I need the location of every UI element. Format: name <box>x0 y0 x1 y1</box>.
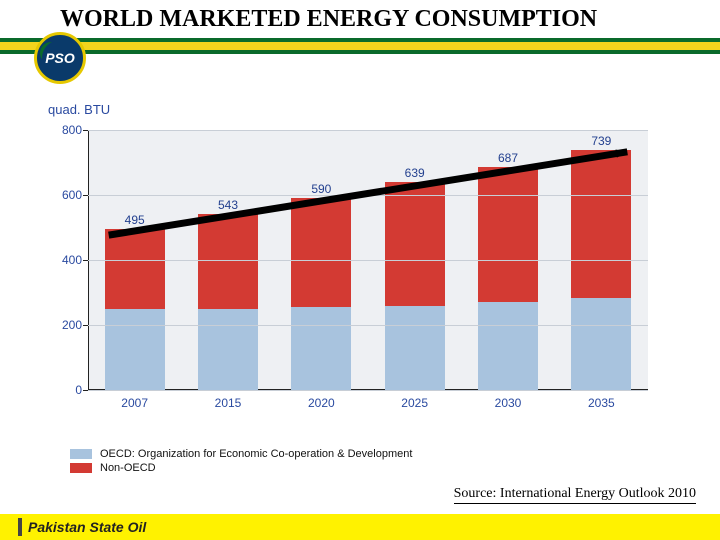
footer-accent <box>18 518 22 536</box>
y-tick-label: 0 <box>54 383 82 397</box>
bar-segment-oecd <box>385 306 445 391</box>
bar-total-label: 639 <box>385 166 445 180</box>
bar-total-label: 739 <box>571 134 631 148</box>
logo-center: PSO <box>42 40 78 76</box>
chart: quad. BTU 495543590639687739 02004006008… <box>48 102 660 422</box>
y-axis-label: quad. BTU <box>48 102 110 117</box>
bar-segment-non-oecd <box>105 229 165 309</box>
footer-bar: Pakistan State Oil <box>0 514 720 540</box>
gridline <box>88 260 648 261</box>
y-tick-mark <box>83 130 88 131</box>
y-tick-label: 800 <box>54 123 82 137</box>
gridline <box>88 130 648 131</box>
legend-row: Non-OECD <box>70 462 412 474</box>
source-text: Source: International Energy Outlook 201… <box>454 486 696 504</box>
slide: WORLD MARKETED ENERGY CONSUMPTION PSO qu… <box>0 0 720 540</box>
y-tick-mark <box>83 260 88 261</box>
legend-swatch <box>70 449 92 459</box>
gridline <box>88 390 648 391</box>
pso-logo: PSO <box>34 32 86 84</box>
gridline <box>88 325 648 326</box>
y-tick-mark <box>83 390 88 391</box>
x-tick-label: 2035 <box>571 396 631 410</box>
bar-segment-non-oecd <box>198 214 258 310</box>
x-tick-label: 2020 <box>291 396 351 410</box>
bar-segment-non-oecd <box>571 150 631 299</box>
y-tick-label: 600 <box>54 188 82 202</box>
bar-segment-oecd <box>198 309 258 390</box>
logo-text: PSO <box>45 50 75 66</box>
footer-text: Pakistan State Oil <box>28 519 146 535</box>
x-tick-label: 2015 <box>198 396 258 410</box>
gridline <box>88 195 648 196</box>
bar-total-label: 543 <box>198 198 258 212</box>
x-tick-label: 2025 <box>385 396 445 410</box>
page-title: WORLD MARKETED ENERGY CONSUMPTION <box>60 6 597 33</box>
y-tick-label: 200 <box>54 318 82 332</box>
bar-total-label: 495 <box>105 213 165 227</box>
y-tick-mark <box>83 325 88 326</box>
legend: OECD: Organization for Economic Co-opera… <box>70 448 412 476</box>
x-tick-label: 2030 <box>478 396 538 410</box>
bar-segment-non-oecd <box>385 182 445 305</box>
bar-segment-oecd <box>105 309 165 390</box>
bar-segment-oecd <box>571 298 631 390</box>
bar-total-label: 687 <box>478 151 538 165</box>
bar-segment-oecd <box>478 302 538 390</box>
y-tick-mark <box>83 195 88 196</box>
x-tick-label: 2007 <box>105 396 165 410</box>
legend-label: OECD: Organization for Economic Co-opera… <box>100 448 412 460</box>
legend-label: Non-OECD <box>100 462 156 474</box>
bar-segment-non-oecd <box>291 198 351 307</box>
legend-row: OECD: Organization for Economic Co-opera… <box>70 448 412 460</box>
title-bar-green-bot <box>0 50 720 54</box>
plot-area: 495543590639687739 020040060080020072015… <box>88 130 648 390</box>
bar-segment-oecd <box>291 307 351 390</box>
y-tick-label: 400 <box>54 253 82 267</box>
legend-swatch <box>70 463 92 473</box>
bar-segment-non-oecd <box>478 167 538 302</box>
title-bar-yellow <box>0 42 720 50</box>
